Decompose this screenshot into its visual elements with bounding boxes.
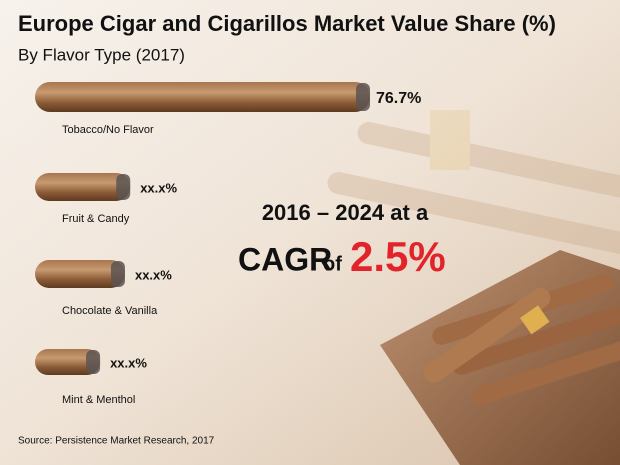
cigar-box [380,250,620,465]
cigar-ash [86,350,101,374]
chart-subtitle: By Flavor Type (2017) [18,45,185,64]
category-label: Fruit & Candy [62,213,130,225]
cigar-ash [110,261,125,287]
bar [35,349,101,375]
cigar-ash [116,174,131,200]
annotation: CAGR [238,241,332,277]
value-label: 76.7% [376,90,421,107]
value-label: xx.x% [110,355,147,370]
annotation: of [323,253,342,275]
annotation: 2016 – 2024 at a [262,200,429,225]
cigar-ash [356,83,370,111]
bar [35,173,131,201]
value-label: xx.x% [135,267,172,282]
bar [35,260,125,288]
chart-title: Europe Cigar and Cigarillos Market Value… [18,11,556,36]
value-label: xx.x% [140,180,177,195]
source: Source: Persistence Market Research, 201… [18,436,215,447]
annotation: 2.5% [350,233,446,280]
category-label: Mint & Menthol [62,394,135,406]
category-label: Chocolate & Vanilla [62,305,158,317]
bar [35,82,370,112]
category-label: Tobacco/No Flavor [62,124,154,136]
background-photo [327,110,620,257]
